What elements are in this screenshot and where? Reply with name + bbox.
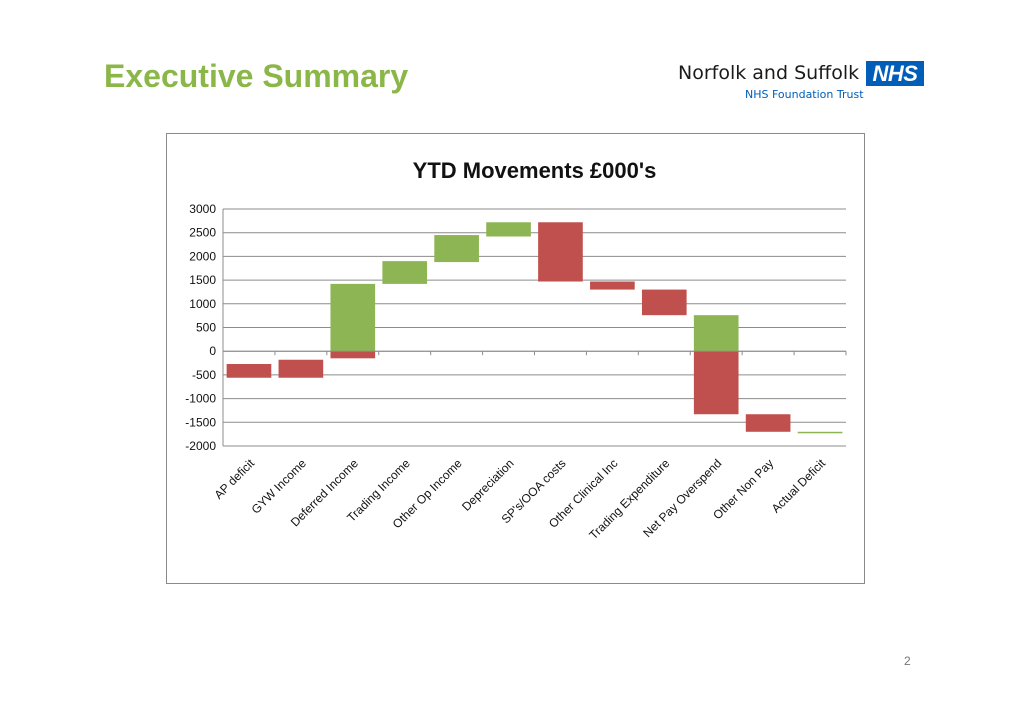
waterfall-bar — [693, 315, 739, 352]
waterfall-bar — [693, 351, 739, 415]
waterfall-bar — [745, 414, 791, 432]
chart-container: YTD Movements £000's 3000 2500 2000 1500 1000… — [166, 133, 865, 584]
logo-subtitle: NHS Foundation Trust — [745, 88, 864, 101]
waterfall-bar — [797, 431, 843, 434]
waterfall-chart: YTD Movements £000's 3000 2500 2000 1500 1000… — [185, 158, 847, 542]
y-tick-label: 1000 — [189, 297, 216, 311]
nhs-badge: NHS — [866, 61, 924, 86]
x-category-label: Depreciation — [459, 456, 517, 514]
waterfall-bar — [226, 363, 272, 378]
waterfall-bar — [330, 351, 376, 359]
page-number: 2 — [904, 654, 911, 668]
y-tick-label: -2000 — [185, 439, 216, 453]
logo-trust-name: Norfolk and Suffolk — [678, 62, 860, 84]
waterfall-bar — [434, 235, 479, 263]
y-tick-label: -500 — [192, 368, 216, 382]
waterfall-bar — [486, 222, 531, 237]
waterfall-bar — [278, 359, 324, 378]
waterfall-bar — [330, 283, 376, 352]
y-tick-label: 2000 — [189, 249, 216, 263]
nhs-trust-logo: Norfolk and Suffolk NHS NHS Foundation T… — [678, 60, 928, 104]
waterfall-bar — [641, 289, 687, 316]
y-tick-label: -1000 — [185, 392, 216, 406]
page-title: Executive Summary — [104, 58, 409, 94]
y-tick-label: 500 — [196, 321, 216, 335]
y-tick-label: 0 — [209, 344, 216, 358]
x-category-label: AP deficit — [211, 456, 257, 502]
y-tick-label: 2500 — [189, 226, 216, 240]
y-tick-label: 3000 — [189, 202, 216, 216]
chart-title: YTD Movements £000's — [413, 158, 657, 183]
y-tick-label: 1500 — [189, 273, 216, 287]
waterfall-bar — [538, 222, 583, 282]
y-tick-label: -1500 — [185, 415, 216, 429]
waterfall-bar — [382, 261, 428, 284]
waterfall-bar — [590, 281, 635, 290]
x-category-label: Actual Deficit — [769, 456, 829, 516]
